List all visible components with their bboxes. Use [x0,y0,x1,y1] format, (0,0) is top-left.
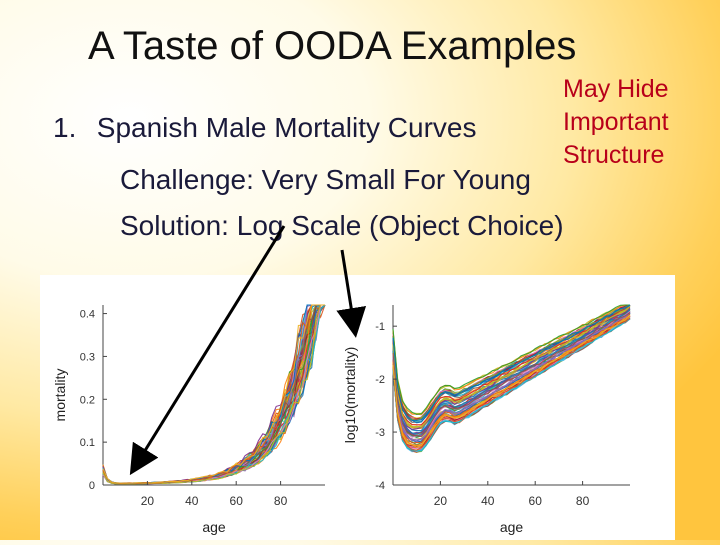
series-line [392,304,631,422]
x-axis-label: age [202,519,226,535]
y-tick-label: 0.3 [80,351,95,363]
y-tick-label: -3 [375,427,385,439]
item-text: Spanish Male Mortality Curves [96,112,477,143]
x-tick-label: 20 [141,494,155,508]
arrow-to-young-ages [129,225,286,476]
item-number: 1. [53,112,77,143]
series-line [392,311,631,442]
annotation-callout: May Hide Important Structure [563,73,669,172]
series-line [392,305,631,428]
arrow-to-log-scale [336,249,367,338]
x-tick-label: 20 [434,494,448,508]
series-line [392,304,630,415]
y-tick-label: -1 [375,321,385,333]
solution-text: Solution: Log Scale (Object Choice) [120,210,564,241]
series-line [392,312,631,438]
x-tick-label: 60 [230,494,244,508]
y-tick-label: 0 [89,480,95,492]
right-chart: -1 -2 -3 -4 20 40 60 80 age log10(mortality) [342,304,631,535]
y-tick-label: -4 [375,480,385,492]
y-tick-label: -2 [375,374,385,386]
y-tick-label: 0.2 [80,394,95,406]
list-item-1: 1. Spanish Male Mortality Curves [53,112,476,144]
y-tick-label: 0.1 [80,437,95,449]
x-tick-label: 60 [529,494,543,508]
series-line [392,308,631,435]
annotation-line-1: May Hide [563,75,669,103]
challenge-text: Challenge: Very Small For Young [120,164,531,195]
annotation-line-2: Important [563,108,669,136]
slide-title: A Taste of OODA Examples [88,24,577,68]
x-tick-label: 40 [185,494,199,508]
series-line [392,318,631,452]
y-axis-label: mortality [52,369,68,422]
left-chart: 0 0.1 0.2 0.3 0.4 20 40 60 80 age mortality [52,304,326,535]
figure-panel: 0 0.1 0.2 0.3 0.4 20 40 60 80 age mortality -1 -2 -3-… [40,275,675,540]
series-line [392,317,631,451]
x-tick-label: 80 [274,494,288,508]
x-tick-label: 80 [576,494,590,508]
x-tick-label: 40 [481,494,495,508]
mortality-figure: 00.10.20.30.420 40 60 80agemortality-1-2-3-… [52,304,631,535]
y-axis-label: log10(mortality) [342,347,358,443]
series-line [102,304,325,484]
series-line [392,307,631,426]
x-axis-label: age [500,519,524,535]
y-tick-label: 0.4 [80,309,95,321]
annotation-line-3: Structure [563,141,665,169]
series-line [392,315,631,449]
